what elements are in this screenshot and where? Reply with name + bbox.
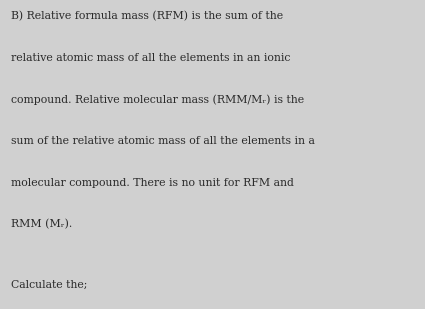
Text: relative atomic mass of all the elements in an ionic: relative atomic mass of all the elements… [11,53,290,62]
Text: compound. Relative molecular mass (RMM/Mᵣ) is the: compound. Relative molecular mass (RMM/M… [11,94,304,105]
Text: B) Relative formula mass (RFM) is the sum of the: B) Relative formula mass (RFM) is the su… [11,11,283,21]
Text: sum of the relative atomic mass of all the elements in a: sum of the relative atomic mass of all t… [11,136,314,146]
Text: molecular compound. There is no unit for RFM and: molecular compound. There is no unit for… [11,178,294,188]
Text: RMM (Mᵣ).: RMM (Mᵣ). [11,219,72,230]
Text: Calculate the;: Calculate the; [11,280,87,290]
